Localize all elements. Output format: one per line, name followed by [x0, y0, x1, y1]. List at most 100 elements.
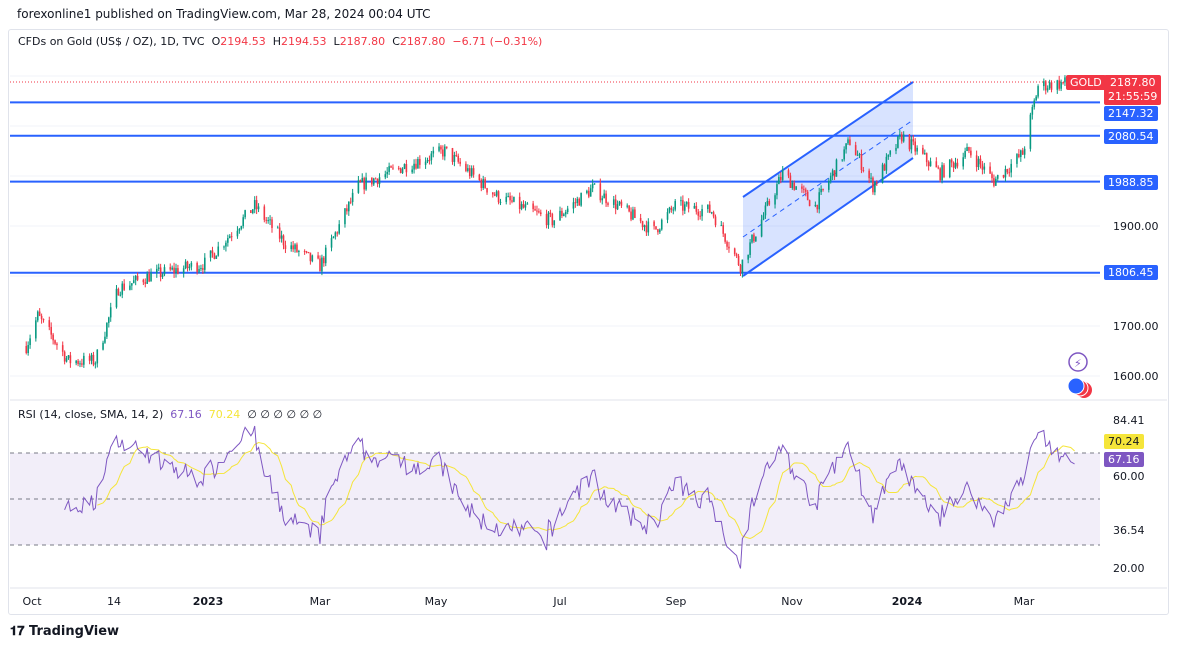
- high-value: 2194.53: [281, 35, 327, 48]
- candle-body: [296, 244, 298, 252]
- candle-body: [424, 161, 427, 165]
- candle-body: [346, 208, 348, 212]
- candle-body: [970, 150, 972, 156]
- candle-body: [334, 232, 337, 237]
- candle-body: [90, 354, 93, 361]
- candle-body: [336, 232, 339, 234]
- candle-body: [282, 235, 285, 246]
- candle-body: [284, 245, 287, 250]
- candle-body: [712, 212, 715, 217]
- candle-body: [580, 193, 582, 206]
- candle-body: [854, 145, 857, 156]
- candle-body: [563, 214, 565, 216]
- candle-body: [518, 196, 521, 210]
- candle-body: [330, 238, 333, 248]
- candle-body: [171, 267, 173, 270]
- candle-body: [697, 211, 700, 216]
- candle-body: [607, 203, 609, 205]
- candle-body: [371, 177, 373, 185]
- tradingview-logo[interactable]: 𝟏𝟕 TradingView: [10, 624, 119, 639]
- candle-body: [820, 188, 822, 193]
- candle-body: [150, 272, 152, 282]
- change-value: −6.71 (−0.31%): [452, 35, 543, 48]
- candle-body: [455, 154, 458, 156]
- candle-body: [924, 153, 926, 155]
- candle-body: [540, 212, 542, 215]
- candle-body: [612, 199, 615, 205]
- candle-body: [250, 210, 252, 214]
- candle-body: [505, 196, 508, 202]
- candle-body: [737, 255, 740, 266]
- candle-body: [937, 167, 940, 169]
- candle-body: [858, 154, 861, 156]
- candle-body: [415, 163, 417, 169]
- rsi-bands: [10, 452, 1100, 546]
- time-tick: 2024: [892, 595, 923, 608]
- candle-body: [209, 250, 212, 258]
- time-tick: Mar: [1014, 595, 1035, 608]
- candle-body: [213, 253, 216, 259]
- candle-body: [726, 241, 728, 247]
- candle-body: [75, 360, 77, 364]
- candle-body: [768, 201, 771, 205]
- channel-lower-line: [742, 157, 914, 277]
- candle-body: [829, 175, 832, 182]
- candle-body: [881, 164, 884, 183]
- candle-body: [399, 167, 402, 173]
- price-axis: 1600.00 1700.00 1900.00: [1113, 220, 1159, 383]
- candle-body: [509, 196, 511, 201]
- candle-body: [948, 159, 951, 178]
- candle-body: [789, 175, 792, 188]
- candle-body: [822, 188, 824, 190]
- candle-body: [25, 346, 28, 353]
- candle-body: [157, 267, 160, 269]
- candle-body: [190, 262, 193, 267]
- candle-body: [486, 188, 488, 193]
- candle-body: [626, 205, 628, 207]
- candle-body: [204, 257, 206, 270]
- candle-body: [459, 161, 461, 164]
- channel-mid-line: [742, 119, 914, 238]
- low-value: 2187.80: [339, 35, 386, 48]
- level-tag: 1806.45: [1104, 265, 1158, 280]
- candle-body: [1016, 154, 1018, 164]
- candle-body: [710, 212, 713, 214]
- candle-body: [883, 164, 886, 171]
- candle-body: [81, 363, 83, 365]
- candle-body: [684, 204, 686, 211]
- candle-body: [578, 198, 580, 206]
- candle-body: [1044, 81, 1047, 91]
- candle-body: [495, 191, 498, 196]
- candle-body: [618, 201, 621, 205]
- candle-body: [1021, 150, 1024, 155]
- candle-body: [641, 221, 644, 228]
- candle-body: [54, 340, 56, 344]
- symbol-name: CFDs on Gold (US$ / OZ), 1D, TVC: [18, 35, 205, 48]
- candle-body: [630, 211, 632, 220]
- candle-body: [977, 158, 980, 168]
- candle-body: [551, 214, 554, 226]
- chart-panel[interactable]: [8, 29, 1169, 615]
- candle-body: [816, 204, 819, 210]
- candle-body: [29, 338, 31, 346]
- candle-body: [119, 294, 122, 296]
- candle-body: [593, 183, 596, 185]
- candle-body: [868, 170, 870, 179]
- candle-body: [722, 225, 724, 234]
- candle-body: [739, 265, 742, 273]
- candle-body: [941, 165, 943, 181]
- candle-body: [1002, 175, 1005, 178]
- candle-body: [897, 136, 899, 148]
- candle-body: [806, 191, 809, 201]
- level-tag: 2080.54: [1104, 129, 1158, 144]
- candle-body: [776, 184, 778, 196]
- candle-body: [887, 154, 890, 157]
- candle-body: [215, 255, 218, 259]
- candle-body: [979, 158, 982, 165]
- candle-body: [417, 159, 419, 169]
- candle-body: [534, 209, 536, 211]
- candle-body: [94, 363, 97, 365]
- candle-body: [666, 212, 669, 220]
- candle-body: [747, 254, 749, 260]
